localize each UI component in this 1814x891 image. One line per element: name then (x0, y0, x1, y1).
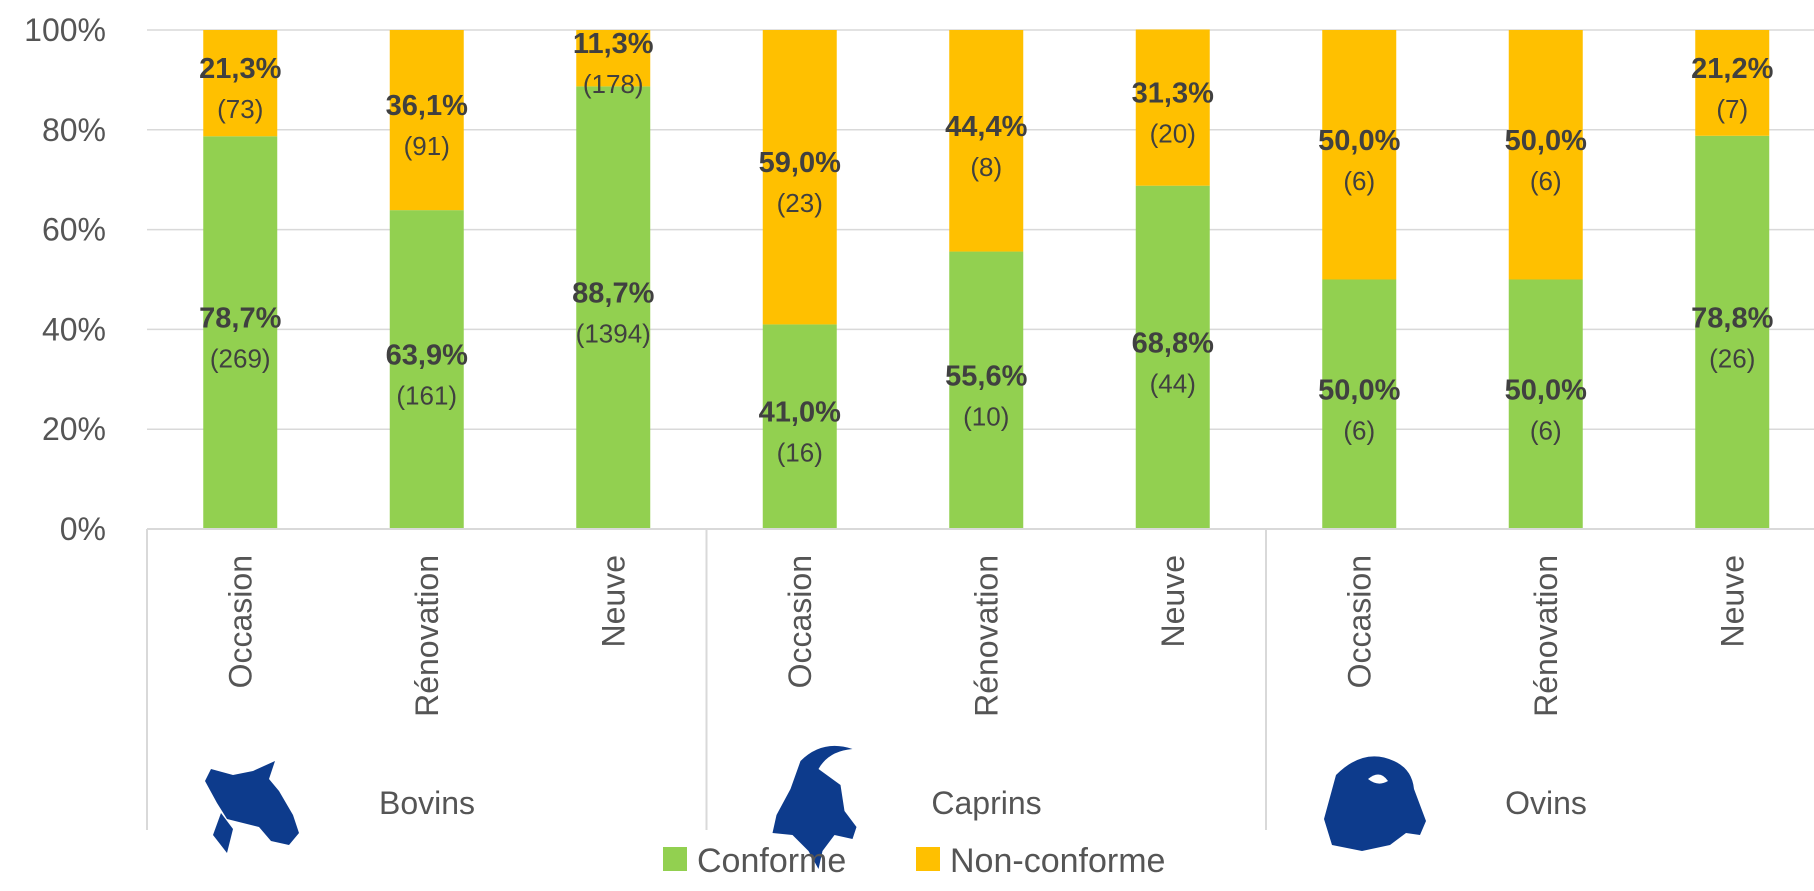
data-labels: 78,7% (269) 21,3% (73) 63,9% (161) 36,1% (91) 88… (199, 28, 1773, 468)
count-label-conforme: (1394) (576, 319, 651, 349)
count-label-conforme: (269) (210, 344, 271, 374)
cow-head-shape (205, 761, 299, 845)
legend-swatch-non-conforme (916, 847, 940, 871)
bar-non-conforme (203, 30, 278, 137)
x-axis: Occasion Rénovation Neuve Occasion Rénovatio… (146, 528, 1814, 830)
data-label-non-conforme: 36,1% (386, 90, 468, 122)
data-label-non-conforme: 50,0% (1505, 125, 1587, 157)
bar-conforme (389, 210, 464, 529)
bars (203, 29, 1770, 530)
x-category-label: Occasion (222, 555, 258, 688)
data-label-conforme: 55,6% (945, 360, 1027, 392)
data-label-conforme: 63,9% (386, 340, 468, 372)
data-label-conforme: 78,7% (199, 303, 281, 335)
x-category-label: Neuve (1155, 555, 1191, 648)
bar-conforme (1695, 135, 1770, 529)
legend-label-non-conforme: Non-conforme (950, 842, 1165, 880)
goat-icon (772, 745, 857, 869)
sheep-icon (1324, 756, 1426, 851)
bar-conforme (203, 136, 278, 530)
count-label-non-conforme: (6) (1530, 166, 1562, 196)
y-tick-label: 40% (42, 311, 106, 347)
group-label: Bovins (379, 785, 475, 821)
legend-label-conforme: Conforme (697, 842, 846, 880)
data-label-non-conforme: 31,3% (1132, 78, 1214, 110)
bar-non-conforme (389, 30, 464, 211)
legend: Conforme Non-conforme (663, 842, 1165, 880)
y-tick-label: 100% (24, 12, 106, 48)
data-label-conforme: 68,8% (1132, 327, 1214, 359)
bar-non-conforme (576, 30, 651, 87)
bar-conforme (762, 324, 837, 529)
y-tick-label: 60% (42, 212, 106, 248)
data-label-non-conforme: 50,0% (1318, 125, 1400, 157)
bar-non-conforme (1508, 30, 1583, 280)
cow-icon (205, 761, 299, 853)
count-label-conforme: (44) (1150, 368, 1196, 398)
y-tick-label: 0% (60, 511, 106, 547)
x-category-label: Neuve (1714, 555, 1750, 648)
x-category-label: Occasion (782, 555, 818, 688)
sheep-ear-shape (1368, 774, 1388, 784)
bar-non-conforme (949, 30, 1024, 252)
count-label-non-conforme: (23) (777, 188, 823, 218)
sheep-head-shape (1324, 756, 1426, 851)
count-label-conforme: (6) (1530, 415, 1562, 445)
group-label: Ovins (1505, 785, 1587, 821)
legend-swatch-conforme (663, 847, 687, 871)
data-label-conforme: 50,0% (1505, 374, 1587, 406)
count-label-non-conforme: (6) (1343, 166, 1375, 196)
count-label-non-conforme: (7) (1716, 94, 1748, 124)
bar-conforme (1135, 185, 1210, 530)
bar-non-conforme (1135, 29, 1210, 186)
count-label-non-conforme: (20) (1150, 119, 1196, 149)
data-label-conforme: 50,0% (1318, 374, 1400, 406)
bar-conforme (949, 251, 1024, 529)
count-label-non-conforme: (73) (217, 94, 263, 124)
count-label-non-conforme: (91) (404, 131, 450, 161)
count-label-conforme: (26) (1709, 343, 1755, 373)
count-label-conforme: (6) (1343, 415, 1375, 445)
data-label-non-conforme: 44,4% (945, 111, 1027, 143)
data-label-non-conforme: 21,2% (1691, 53, 1773, 85)
data-label-non-conforme: 21,3% (199, 53, 281, 85)
count-label-conforme: (10) (963, 401, 1009, 431)
x-category-label: Neuve (595, 555, 631, 648)
goat-head-shape (772, 745, 857, 869)
data-label-non-conforme: 59,0% (759, 147, 841, 179)
data-label-conforme: 88,7% (572, 278, 654, 310)
x-category-label: Rénovation (968, 555, 1004, 717)
data-label-conforme: 78,8% (1691, 302, 1773, 334)
y-tick-label: 80% (42, 112, 106, 148)
bar-non-conforme (1322, 30, 1397, 280)
bar-non-conforme (762, 30, 837, 325)
count-label-non-conforme: (178) (583, 69, 644, 99)
x-category-label: Occasion (1341, 555, 1377, 688)
y-tick-label: 20% (42, 411, 106, 447)
count-label-non-conforme: (8) (970, 152, 1002, 182)
data-label-non-conforme: 11,3% (573, 28, 654, 60)
data-label-conforme: 41,0% (759, 397, 841, 429)
count-label-conforme: (161) (396, 381, 457, 411)
bar-non-conforme (1695, 30, 1770, 136)
x-category-label: Rénovation (409, 555, 445, 717)
bar-conforme (576, 86, 651, 530)
group-axis: Bovins Caprins Ovins (205, 745, 1587, 869)
cow-neck-shape (213, 813, 233, 853)
y-axis: 0% 20% 40% 60% 80% 100% (24, 12, 106, 547)
group-label: Caprins (931, 785, 1041, 821)
bar-conforme (1322, 279, 1397, 529)
count-label-conforme: (16) (777, 438, 823, 468)
x-category-label: Rénovation (1528, 555, 1564, 717)
bar-conforme (1508, 279, 1583, 529)
